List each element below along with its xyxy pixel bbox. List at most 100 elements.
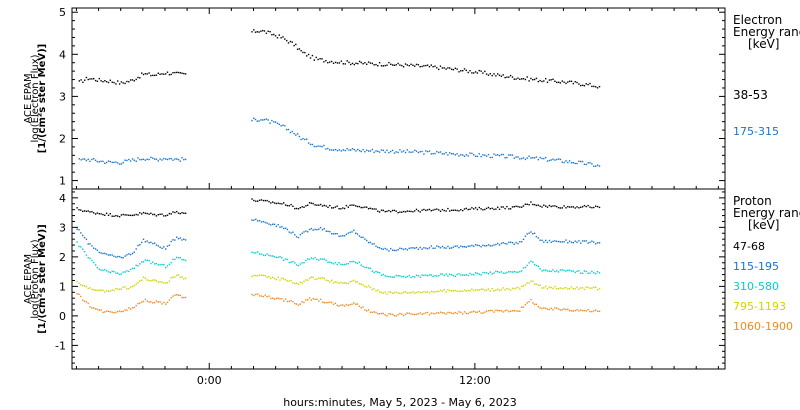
data-point <box>93 78 95 80</box>
data-point <box>166 265 169 267</box>
data-point <box>107 254 110 256</box>
data-point <box>257 200 259 202</box>
data-point <box>580 84 582 87</box>
data-point <box>399 149 401 151</box>
data-point <box>521 206 523 208</box>
data-point <box>460 209 462 211</box>
data-point <box>526 302 528 304</box>
data-point <box>266 276 268 278</box>
data-point <box>495 243 497 246</box>
data-point <box>502 153 504 156</box>
data-point <box>353 63 355 66</box>
data-point <box>524 235 527 237</box>
data-point <box>509 74 512 77</box>
data-point <box>576 241 578 243</box>
data-point <box>462 154 464 156</box>
data-point <box>307 299 309 301</box>
series-310-580 <box>76 241 601 279</box>
data-point <box>382 65 384 67</box>
data-point <box>386 64 388 66</box>
data-point <box>388 152 390 154</box>
data-point <box>528 232 530 234</box>
data-point <box>539 239 541 241</box>
data-point <box>532 157 534 159</box>
data-point <box>120 163 123 165</box>
data-point <box>449 67 451 69</box>
data-point <box>170 240 172 243</box>
data-point <box>596 271 599 273</box>
data-point <box>395 151 397 153</box>
data-point <box>593 241 595 243</box>
data-point <box>521 241 523 243</box>
data-point <box>432 275 434 277</box>
data-point <box>161 213 163 215</box>
data-point <box>273 256 276 258</box>
data-point <box>94 213 97 215</box>
data-point <box>327 62 329 64</box>
data-point <box>336 304 338 307</box>
data-point <box>576 309 578 311</box>
data-point <box>303 206 305 208</box>
data-point <box>380 291 383 294</box>
data-point <box>561 207 563 209</box>
data-point <box>382 312 384 315</box>
data-point <box>358 149 361 152</box>
data-point <box>402 275 405 278</box>
data-point <box>307 231 309 233</box>
data-point <box>593 206 595 209</box>
data-point <box>142 238 145 240</box>
data-point <box>93 289 95 291</box>
data-point <box>561 161 563 163</box>
data-point <box>467 71 469 74</box>
data-point <box>271 119 273 122</box>
data-point <box>439 151 442 153</box>
data-point <box>570 241 573 244</box>
data-point <box>491 207 493 209</box>
data-point <box>482 244 484 247</box>
data-point <box>177 158 180 161</box>
data-point <box>161 159 163 161</box>
data-point <box>336 62 339 64</box>
data-point <box>533 232 536 234</box>
data-point <box>331 262 333 264</box>
data-point <box>378 62 381 64</box>
data-point <box>260 253 263 255</box>
data-point <box>133 284 135 287</box>
data-point <box>89 78 91 80</box>
data-point <box>487 74 490 76</box>
legend-entry-115-195: 115-195 <box>733 260 779 273</box>
data-point <box>287 128 290 131</box>
data-point <box>351 303 353 305</box>
data-point <box>82 210 84 213</box>
data-point <box>513 288 515 290</box>
data-point <box>255 293 257 296</box>
data-point <box>517 271 519 273</box>
data-point <box>504 157 506 159</box>
data-point <box>358 235 361 237</box>
data-point <box>284 279 287 281</box>
data-point <box>406 312 408 314</box>
data-point <box>157 281 159 283</box>
data-point <box>294 262 296 264</box>
data-point <box>124 255 126 257</box>
data-point <box>319 277 322 279</box>
data-point <box>587 308 589 311</box>
data-point <box>105 269 108 272</box>
data-point <box>342 63 344 65</box>
data-point <box>105 212 108 214</box>
data-point <box>517 310 519 312</box>
data-point <box>133 214 135 216</box>
data-point <box>533 263 536 266</box>
data-point <box>78 158 80 160</box>
data-point <box>115 311 117 314</box>
data-point <box>142 73 145 76</box>
data-point <box>152 261 154 263</box>
data-point <box>434 152 436 155</box>
data-point <box>436 150 438 153</box>
electron-ytick-label: 1 <box>59 175 66 188</box>
data-point <box>515 241 517 244</box>
data-point <box>256 31 258 33</box>
data-point <box>589 287 591 289</box>
data-point <box>165 248 167 250</box>
